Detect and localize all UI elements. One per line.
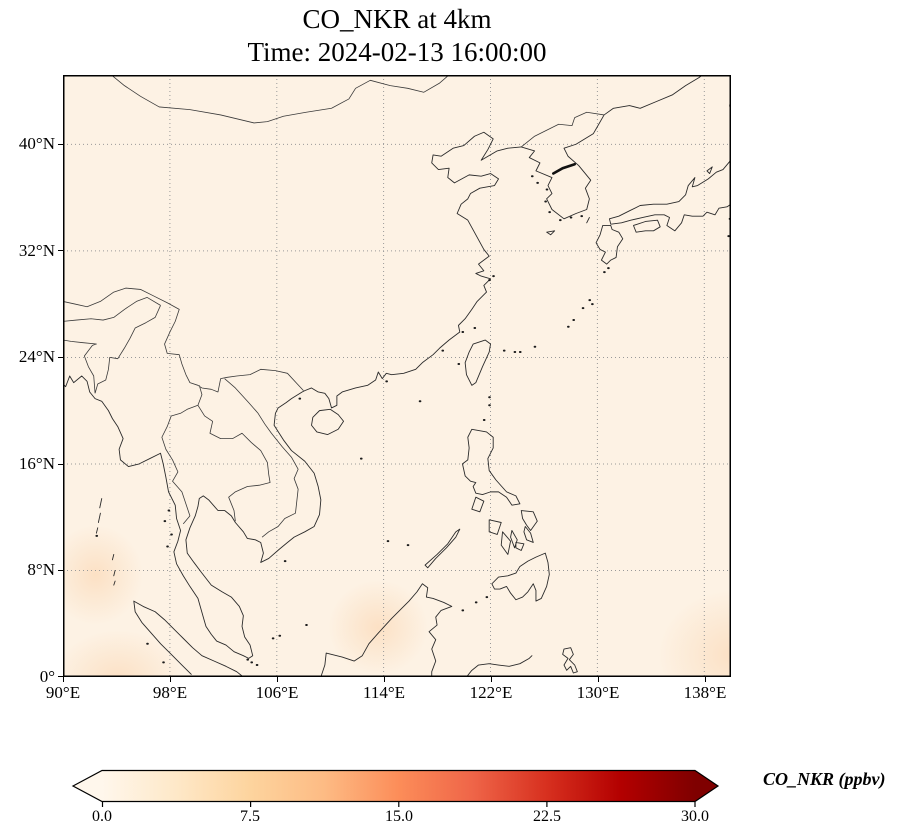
- colorbar: [71, 769, 720, 807]
- map-plot: [63, 75, 731, 677]
- country-border: [521, 112, 604, 147]
- x-axis-tick: [277, 677, 278, 682]
- x-axis-tick: [170, 677, 171, 682]
- x-axis-tick: [598, 677, 599, 682]
- y-axis-tick-label: 16°N: [18, 454, 55, 473]
- faint-field-trace: [63, 525, 143, 625]
- y-axis-tick: [58, 250, 63, 251]
- country-border: [110, 75, 451, 123]
- y-axis-tick-label: 24°N: [18, 347, 55, 366]
- y-axis-tick: [58, 144, 63, 145]
- korea-dmz-line: [553, 164, 574, 173]
- map-canvas: [63, 75, 731, 677]
- island-coastline: [96, 98, 731, 677]
- colorbar-tick-label: 15.0: [385, 808, 413, 825]
- x-axis-tick: [705, 677, 706, 682]
- y-axis-tick: [58, 357, 63, 358]
- colorbar-tick-label: 30.0: [681, 808, 709, 825]
- island-specks: [96, 176, 730, 665]
- colorbar-gradient-bar: [71, 769, 720, 803]
- y-axis-tick: [58, 464, 63, 465]
- y-axis-tick-label: 40°N: [18, 134, 55, 153]
- x-axis-tick-label: 98°E: [152, 683, 188, 702]
- colorbar-label: CO_NKR (ppbv): [763, 769, 886, 789]
- y-axis-tick-label: 0°: [39, 667, 55, 686]
- colorbar-tick-label: 22.5: [533, 808, 561, 825]
- title-block: CO_NKR at 4km Time: 2024-02-13 16:00:00: [63, 0, 731, 68]
- coastline: [63, 132, 521, 658]
- coastlines: [63, 75, 731, 677]
- y-axis-tick: [58, 676, 63, 677]
- colorbar-tick-label: 0.0: [92, 808, 112, 825]
- x-axis-tick-label: 138°E: [683, 683, 727, 702]
- y-axis-tick: [58, 570, 63, 571]
- gridlines: [63, 75, 731, 677]
- y-axis-tick-label: 8°N: [27, 560, 55, 579]
- country-border: [63, 288, 303, 537]
- x-axis-tick-label: 90°E: [45, 683, 81, 702]
- x-axis-tick: [63, 677, 64, 682]
- plot-frame: [63, 75, 731, 677]
- x-axis-tick-label: 106°E: [255, 683, 299, 702]
- x-axis-tick-label: 122°E: [469, 683, 513, 702]
- x-axis-tick-label: 114°E: [362, 683, 406, 702]
- colorbar-tick-label: 7.5: [240, 808, 260, 825]
- faint-field-trace: [328, 580, 428, 675]
- x-axis-tick-label: 130°E: [576, 683, 620, 702]
- x-axis-tick: [384, 677, 385, 682]
- x-axis-tick: [491, 677, 492, 682]
- y-axis-tick-label: 32°N: [18, 241, 55, 260]
- figure-title: CO_NKR at 4km: [302, 4, 492, 34]
- coastline: [521, 75, 704, 219]
- figure-subtitle: Time: 2024-02-13 16:00:00: [247, 37, 547, 67]
- colorbar-ticks: [101, 802, 696, 807]
